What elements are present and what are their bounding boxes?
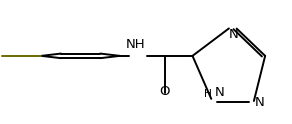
Text: N: N xyxy=(214,86,224,99)
Text: H: H xyxy=(204,89,211,99)
Text: O: O xyxy=(160,85,170,98)
Text: NH: NH xyxy=(126,38,146,51)
Text: N: N xyxy=(255,96,265,109)
Text: N: N xyxy=(228,28,238,41)
